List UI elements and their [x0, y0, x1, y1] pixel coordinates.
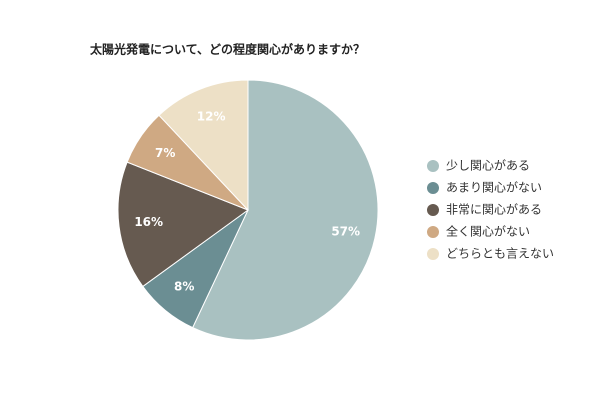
legend-label: 少し関心がある: [446, 158, 530, 173]
data-label: 8%: [174, 280, 194, 294]
legend-marker: [427, 204, 439, 216]
chart-title: 太陽光発電について、どの程度関心がありますか？: [90, 42, 365, 57]
pie-slice: [158, 79, 249, 212]
pie-slice: [191, 79, 379, 341]
legend-marker: [427, 160, 439, 172]
legend-label: どちらとも言えない: [446, 247, 554, 261]
pie-slice: [117, 161, 250, 288]
data-label: 16%: [134, 215, 163, 229]
data-label: 12%: [197, 109, 226, 123]
legend-label: 非常に関心がある: [446, 202, 542, 217]
data-label: 7%: [155, 146, 175, 160]
legend-label: 全く関心がない: [446, 224, 530, 239]
legend-label: あまり関心がない: [446, 180, 542, 195]
legend-marker: [427, 182, 439, 194]
legend-marker: [427, 248, 439, 260]
data-label: 57%: [331, 224, 360, 238]
legend-marker: [427, 226, 439, 238]
